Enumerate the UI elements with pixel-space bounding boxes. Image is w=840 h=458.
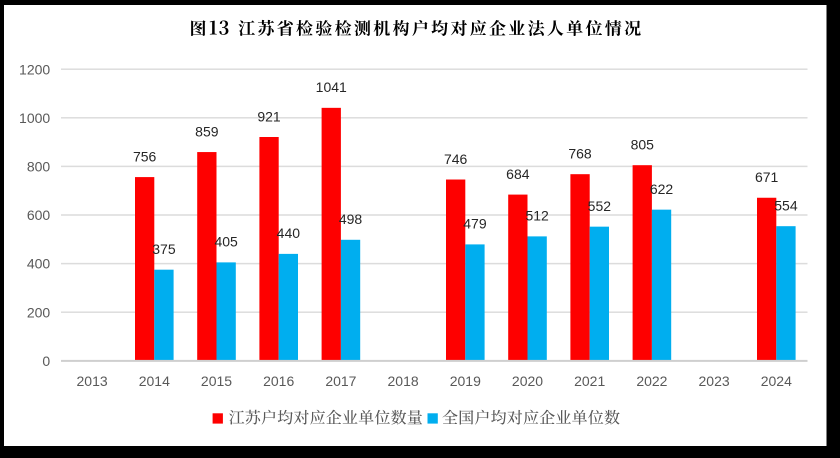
svg-text:0: 0: [42, 353, 50, 369]
svg-text:200: 200: [27, 304, 51, 320]
svg-text:400: 400: [27, 256, 51, 272]
svg-text:552: 552: [588, 198, 612, 214]
svg-text:800: 800: [27, 159, 51, 175]
svg-text:671: 671: [755, 169, 779, 185]
svg-text:600: 600: [27, 207, 51, 223]
svg-text:498: 498: [339, 211, 363, 227]
svg-text:746: 746: [444, 151, 468, 167]
svg-text:1200: 1200: [19, 61, 50, 77]
svg-text:1000: 1000: [19, 110, 50, 126]
svg-text:2021: 2021: [574, 373, 605, 389]
svg-text:512: 512: [525, 208, 549, 224]
svg-text:859: 859: [195, 123, 219, 139]
svg-text:2017: 2017: [325, 373, 356, 389]
svg-text:2013: 2013: [77, 373, 108, 389]
svg-text:2024: 2024: [761, 373, 792, 389]
svg-text:2019: 2019: [450, 373, 481, 389]
svg-text:2014: 2014: [139, 373, 170, 389]
svg-text:405: 405: [214, 234, 238, 250]
svg-text:2020: 2020: [512, 373, 543, 389]
svg-text:554: 554: [774, 197, 798, 213]
svg-text:921: 921: [257, 108, 281, 124]
svg-text:2016: 2016: [263, 373, 294, 389]
svg-text:2023: 2023: [699, 373, 730, 389]
svg-text:479: 479: [463, 216, 487, 232]
svg-text:375: 375: [152, 241, 176, 257]
svg-text:2015: 2015: [201, 373, 232, 389]
svg-text:2018: 2018: [388, 373, 419, 389]
svg-text:440: 440: [277, 225, 301, 241]
svg-text:805: 805: [631, 136, 655, 152]
svg-text:768: 768: [568, 145, 592, 161]
svg-text:1041: 1041: [316, 79, 347, 95]
svg-text:2022: 2022: [636, 373, 667, 389]
svg-text:622: 622: [650, 181, 674, 197]
svg-text:684: 684: [506, 166, 530, 182]
svg-text:756: 756: [133, 148, 157, 164]
